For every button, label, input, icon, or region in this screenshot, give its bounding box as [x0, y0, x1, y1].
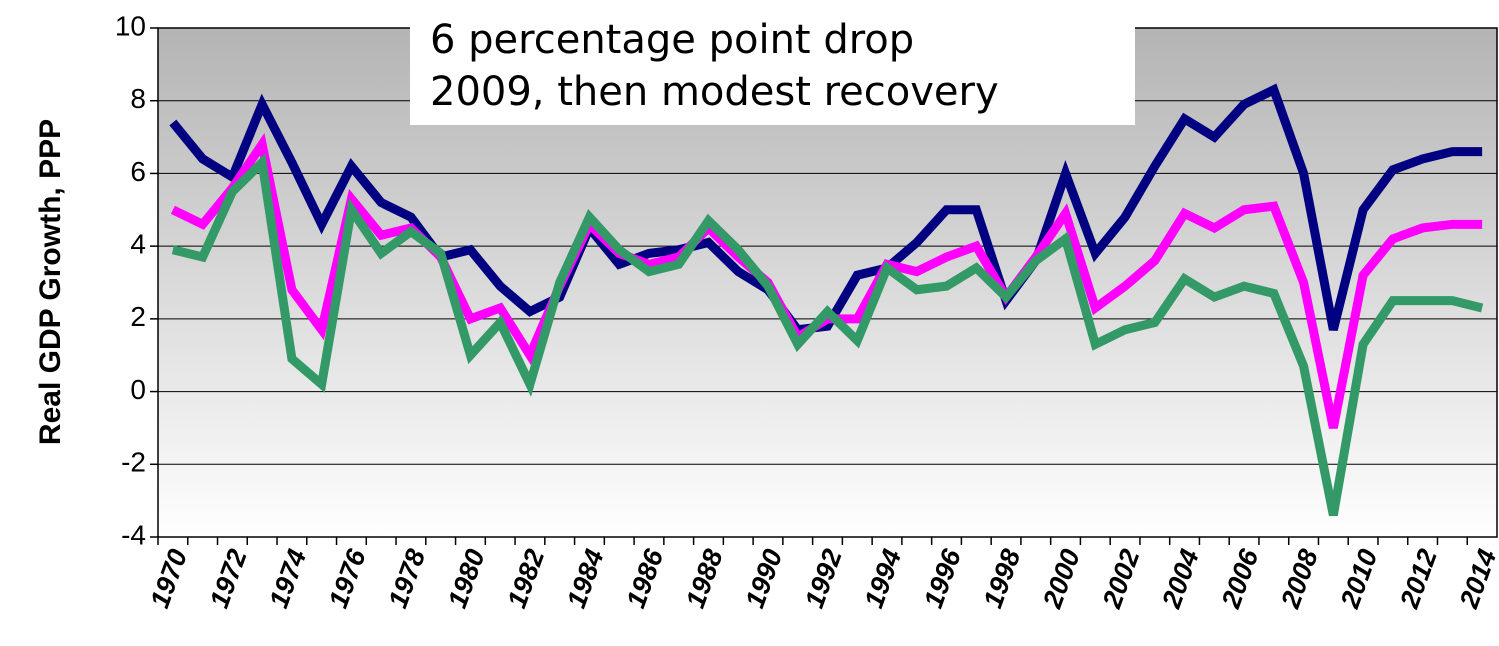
- annotation: 6 percentage point drop: [430, 17, 914, 63]
- y-tick-label: 4: [130, 229, 146, 260]
- x-tick-label: 1992: [799, 545, 848, 612]
- x-tick-label: 1994: [859, 545, 908, 612]
- x-tick-label: 1972: [204, 545, 253, 612]
- series-line: [169, 83, 1483, 335]
- x-tick-label: 1976: [323, 544, 372, 612]
- y-tick-label: 6: [130, 156, 146, 187]
- y-axis-label: Real GDP Growth, PPP: [34, 119, 67, 445]
- x-tick-label: 2014: [1453, 545, 1499, 613]
- x-tick-label: 1980: [442, 545, 491, 612]
- x-tick-label: 1988: [680, 545, 729, 612]
- annotation-box: [410, 0, 1135, 125]
- x-tick-label: 2004: [1156, 545, 1205, 613]
- series-line: [171, 153, 1484, 517]
- series-line: [170, 133, 1483, 429]
- y-tick-label: -2: [121, 447, 146, 478]
- x-tick-label: 1970: [144, 545, 193, 612]
- y-tick-label: 0: [130, 374, 146, 405]
- x-tick-label: 1986: [621, 544, 670, 612]
- x-tick-label: 2006: [1215, 544, 1264, 613]
- x-tick-label: 1974: [263, 545, 312, 612]
- y-tick-label: 10: [115, 10, 146, 41]
- y-tick-label: -4: [121, 519, 146, 550]
- x-tick-label: 2008: [1275, 545, 1324, 613]
- x-tick-label: 1984: [561, 545, 610, 612]
- lines: [169, 83, 1484, 517]
- x-tick-label: 2000: [1037, 545, 1086, 613]
- x-tick-label: 1990: [740, 545, 789, 612]
- x-tick-label: 2012: [1394, 545, 1443, 613]
- x-tick-label: 1998: [978, 545, 1027, 612]
- x-tick-label: 2010: [1334, 545, 1383, 613]
- y-tick-label: 2: [130, 301, 146, 332]
- x-tick-label: 2002: [1096, 545, 1145, 613]
- x-tick-label: 1982: [502, 545, 551, 612]
- annotation: 2009, then modest recovery: [430, 69, 999, 115]
- y-tick-label: 8: [130, 83, 146, 114]
- x-tick-label: 1978: [383, 545, 432, 612]
- x-tick-label: 1996: [918, 544, 967, 612]
